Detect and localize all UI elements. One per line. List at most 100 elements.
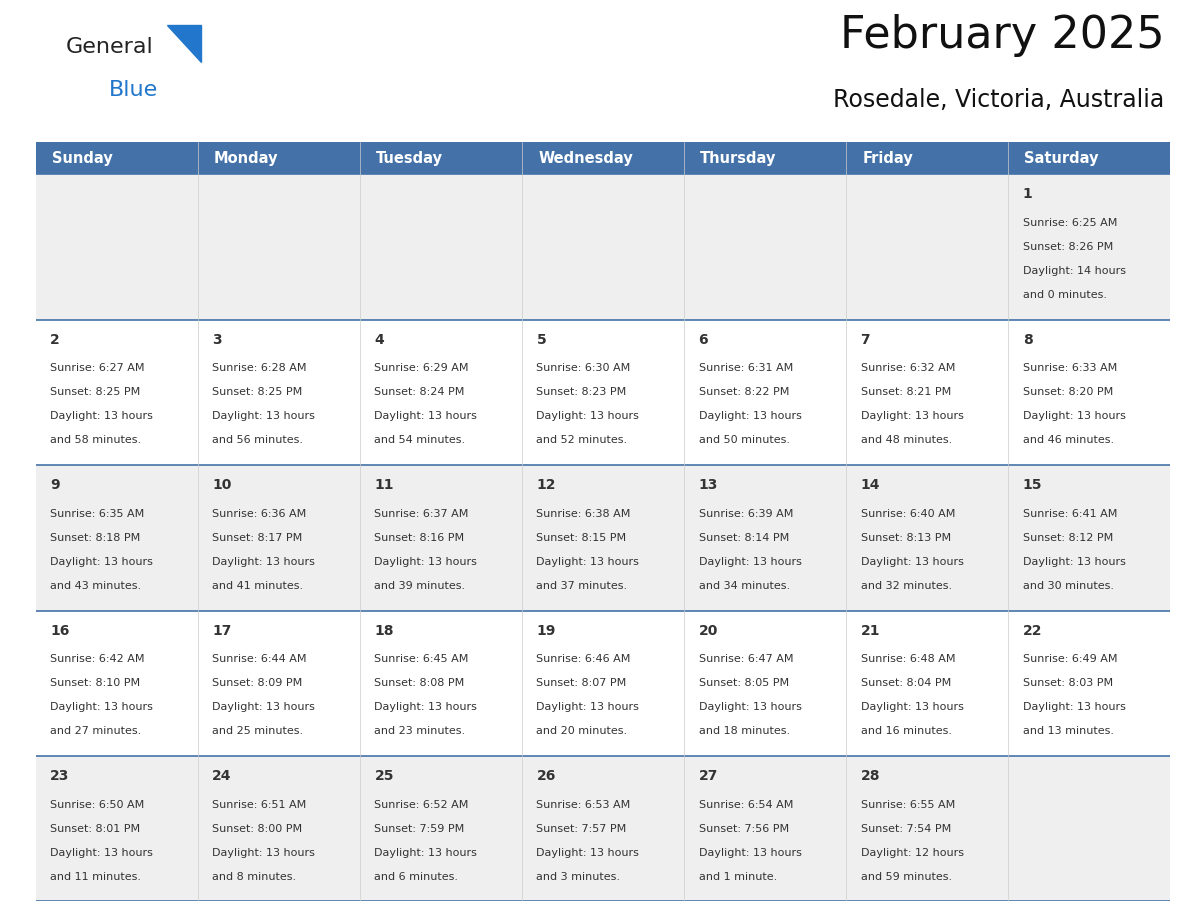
- Text: Sunrise: 6:31 AM: Sunrise: 6:31 AM: [699, 364, 792, 374]
- Text: Sunrise: 6:47 AM: Sunrise: 6:47 AM: [699, 655, 794, 665]
- Text: and 25 minutes.: and 25 minutes.: [213, 726, 303, 736]
- Text: and 18 minutes.: and 18 minutes.: [699, 726, 790, 736]
- Text: Sunset: 8:10 PM: Sunset: 8:10 PM: [50, 678, 140, 688]
- Text: 4: 4: [374, 333, 384, 347]
- Text: and 48 minutes.: and 48 minutes.: [860, 435, 952, 445]
- Text: Daylight: 13 hours: Daylight: 13 hours: [537, 847, 639, 857]
- Text: and 16 minutes.: and 16 minutes.: [860, 726, 952, 736]
- Text: 7: 7: [860, 333, 871, 347]
- Text: Sunrise: 6:39 AM: Sunrise: 6:39 AM: [699, 509, 792, 519]
- Bar: [36, 174, 1170, 319]
- Text: and 34 minutes.: and 34 minutes.: [699, 581, 790, 591]
- Text: Sunset: 8:01 PM: Sunset: 8:01 PM: [50, 823, 140, 834]
- Text: Sunset: 8:09 PM: Sunset: 8:09 PM: [213, 678, 303, 688]
- Text: Tuesday: Tuesday: [375, 151, 443, 166]
- Text: Daylight: 13 hours: Daylight: 13 hours: [537, 702, 639, 712]
- Text: Daylight: 12 hours: Daylight: 12 hours: [860, 847, 963, 857]
- Text: Sunset: 8:18 PM: Sunset: 8:18 PM: [50, 532, 140, 543]
- Text: Daylight: 13 hours: Daylight: 13 hours: [374, 702, 478, 712]
- Text: 22: 22: [1023, 623, 1042, 638]
- Text: Daylight: 13 hours: Daylight: 13 hours: [537, 557, 639, 566]
- Text: Saturday: Saturday: [1024, 151, 1099, 166]
- Text: Sunrise: 6:40 AM: Sunrise: 6:40 AM: [860, 509, 955, 519]
- Text: Sunset: 8:03 PM: Sunset: 8:03 PM: [1023, 678, 1113, 688]
- Text: and 23 minutes.: and 23 minutes.: [374, 726, 466, 736]
- Text: 14: 14: [860, 478, 880, 492]
- Text: Daylight: 13 hours: Daylight: 13 hours: [860, 411, 963, 421]
- Text: Sunrise: 6:44 AM: Sunrise: 6:44 AM: [213, 655, 307, 665]
- Polygon shape: [168, 25, 201, 62]
- Text: Sunset: 8:07 PM: Sunset: 8:07 PM: [537, 678, 627, 688]
- Text: Daylight: 13 hours: Daylight: 13 hours: [537, 411, 639, 421]
- Text: Monday: Monday: [214, 151, 278, 166]
- Text: Daylight: 13 hours: Daylight: 13 hours: [1023, 411, 1125, 421]
- Text: Sunrise: 6:52 AM: Sunrise: 6:52 AM: [374, 800, 469, 810]
- Text: Sunset: 8:05 PM: Sunset: 8:05 PM: [699, 678, 789, 688]
- Text: Sunset: 8:26 PM: Sunset: 8:26 PM: [1023, 242, 1113, 252]
- Text: and 52 minutes.: and 52 minutes.: [537, 435, 627, 445]
- Text: and 0 minutes.: and 0 minutes.: [1023, 290, 1107, 300]
- Text: 9: 9: [50, 478, 59, 492]
- Text: Daylight: 13 hours: Daylight: 13 hours: [1023, 702, 1125, 712]
- Text: Sunrise: 6:41 AM: Sunrise: 6:41 AM: [1023, 509, 1117, 519]
- Text: Sunset: 8:23 PM: Sunset: 8:23 PM: [537, 387, 627, 397]
- Bar: [36, 756, 1170, 901]
- Text: Sunset: 8:16 PM: Sunset: 8:16 PM: [374, 532, 465, 543]
- Text: Sunrise: 6:28 AM: Sunrise: 6:28 AM: [213, 364, 307, 374]
- Text: Rosedale, Victoria, Australia: Rosedale, Victoria, Australia: [833, 88, 1164, 112]
- Text: and 58 minutes.: and 58 minutes.: [50, 435, 141, 445]
- Text: 12: 12: [537, 478, 556, 492]
- Text: 20: 20: [699, 623, 718, 638]
- Text: Sunrise: 6:51 AM: Sunrise: 6:51 AM: [213, 800, 307, 810]
- Text: General: General: [65, 37, 153, 57]
- Text: Daylight: 13 hours: Daylight: 13 hours: [213, 847, 315, 857]
- Text: Daylight: 13 hours: Daylight: 13 hours: [374, 411, 478, 421]
- Text: 13: 13: [699, 478, 718, 492]
- Text: Sunset: 8:21 PM: Sunset: 8:21 PM: [860, 387, 950, 397]
- Text: Sunrise: 6:50 AM: Sunrise: 6:50 AM: [50, 800, 145, 810]
- Text: Wednesday: Wednesday: [538, 151, 633, 166]
- Text: Sunrise: 6:46 AM: Sunrise: 6:46 AM: [537, 655, 631, 665]
- Text: Sunset: 8:15 PM: Sunset: 8:15 PM: [537, 532, 626, 543]
- Text: Sunset: 8:17 PM: Sunset: 8:17 PM: [213, 532, 303, 543]
- Text: 17: 17: [213, 623, 232, 638]
- Text: Sunrise: 6:27 AM: Sunrise: 6:27 AM: [50, 364, 145, 374]
- Text: 27: 27: [699, 769, 718, 783]
- Text: and 27 minutes.: and 27 minutes.: [50, 726, 141, 736]
- Text: and 54 minutes.: and 54 minutes.: [374, 435, 466, 445]
- Text: Sunrise: 6:53 AM: Sunrise: 6:53 AM: [537, 800, 631, 810]
- Text: 18: 18: [374, 623, 394, 638]
- Text: Sunset: 7:56 PM: Sunset: 7:56 PM: [699, 823, 789, 834]
- Text: Sunrise: 6:35 AM: Sunrise: 6:35 AM: [50, 509, 145, 519]
- Text: and 32 minutes.: and 32 minutes.: [860, 581, 952, 591]
- Text: Sunrise: 6:54 AM: Sunrise: 6:54 AM: [699, 800, 792, 810]
- Text: and 20 minutes.: and 20 minutes.: [537, 726, 627, 736]
- Text: Sunset: 8:25 PM: Sunset: 8:25 PM: [213, 387, 303, 397]
- Text: and 3 minutes.: and 3 minutes.: [537, 872, 620, 881]
- Text: Sunset: 7:59 PM: Sunset: 7:59 PM: [374, 823, 465, 834]
- Text: and 41 minutes.: and 41 minutes.: [213, 581, 303, 591]
- Text: Daylight: 13 hours: Daylight: 13 hours: [50, 557, 153, 566]
- Text: Sunset: 8:22 PM: Sunset: 8:22 PM: [699, 387, 789, 397]
- Text: 2: 2: [50, 333, 59, 347]
- Text: 8: 8: [1023, 333, 1032, 347]
- Text: and 43 minutes.: and 43 minutes.: [50, 581, 141, 591]
- Text: Sunrise: 6:36 AM: Sunrise: 6:36 AM: [213, 509, 307, 519]
- Text: 23: 23: [50, 769, 70, 783]
- Text: Daylight: 13 hours: Daylight: 13 hours: [699, 557, 802, 566]
- Text: Sunset: 8:20 PM: Sunset: 8:20 PM: [1023, 387, 1113, 397]
- Text: and 13 minutes.: and 13 minutes.: [1023, 726, 1113, 736]
- Text: Daylight: 13 hours: Daylight: 13 hours: [374, 847, 478, 857]
- Text: 19: 19: [537, 623, 556, 638]
- Text: 21: 21: [860, 623, 880, 638]
- Text: 28: 28: [860, 769, 880, 783]
- Text: 3: 3: [213, 333, 222, 347]
- Text: Friday: Friday: [862, 151, 914, 166]
- Text: 6: 6: [699, 333, 708, 347]
- Text: Sunrise: 6:48 AM: Sunrise: 6:48 AM: [860, 655, 955, 665]
- Text: and 37 minutes.: and 37 minutes.: [537, 581, 627, 591]
- Text: 10: 10: [213, 478, 232, 492]
- Text: and 30 minutes.: and 30 minutes.: [1023, 581, 1113, 591]
- Text: and 6 minutes.: and 6 minutes.: [374, 872, 459, 881]
- Text: Sunrise: 6:29 AM: Sunrise: 6:29 AM: [374, 364, 469, 374]
